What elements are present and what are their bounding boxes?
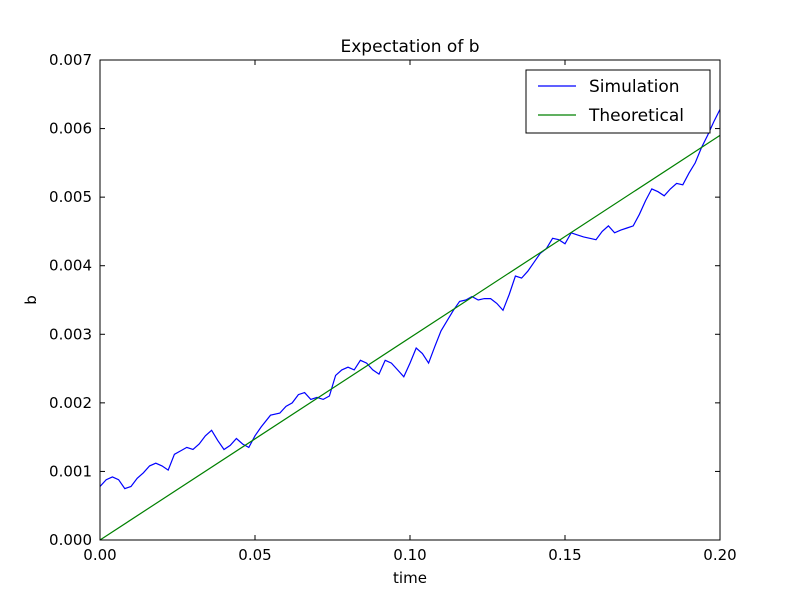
y-tick-label: 0.007 (49, 51, 92, 69)
y-tick-label: 0.000 (49, 531, 92, 549)
y-tick-label: 0.003 (49, 325, 92, 343)
x-tick-label: 0.05 (238, 546, 271, 564)
series-line-theoretical (99, 134, 721, 541)
axis-ticks: 0.00 0.05 0.10 0.15 0.20 0.000 0.001 0.002 0.003… (49, 51, 737, 564)
chart-title: Expectation of b (340, 37, 479, 57)
y-axis-label: b (22, 295, 40, 305)
y-tick-label: 0.002 (49, 394, 92, 412)
legend-box (525, 69, 711, 134)
y-tick-label: 0.001 (49, 462, 92, 480)
y-tick-label: 0.004 (49, 257, 92, 275)
x-axis-label: time (393, 569, 427, 587)
plot-frame (99, 59, 721, 541)
legend-label-theoretical: Theoretical (588, 106, 684, 126)
x-tick-label: 0.10 (393, 546, 426, 564)
series-layer (99, 109, 721, 541)
x-tick-label: 0.20 (703, 546, 736, 564)
x-tick-label: 0.00 (83, 546, 116, 564)
y-tick-label: 0.005 (49, 188, 92, 206)
series-line-simulation (99, 109, 721, 490)
x-tick-label: 0.15 (548, 546, 581, 564)
y-tick-label: 0.006 (49, 120, 92, 138)
legend: Simulation Theoretical (525, 69, 711, 134)
legend-label-simulation: Simulation (589, 77, 680, 97)
